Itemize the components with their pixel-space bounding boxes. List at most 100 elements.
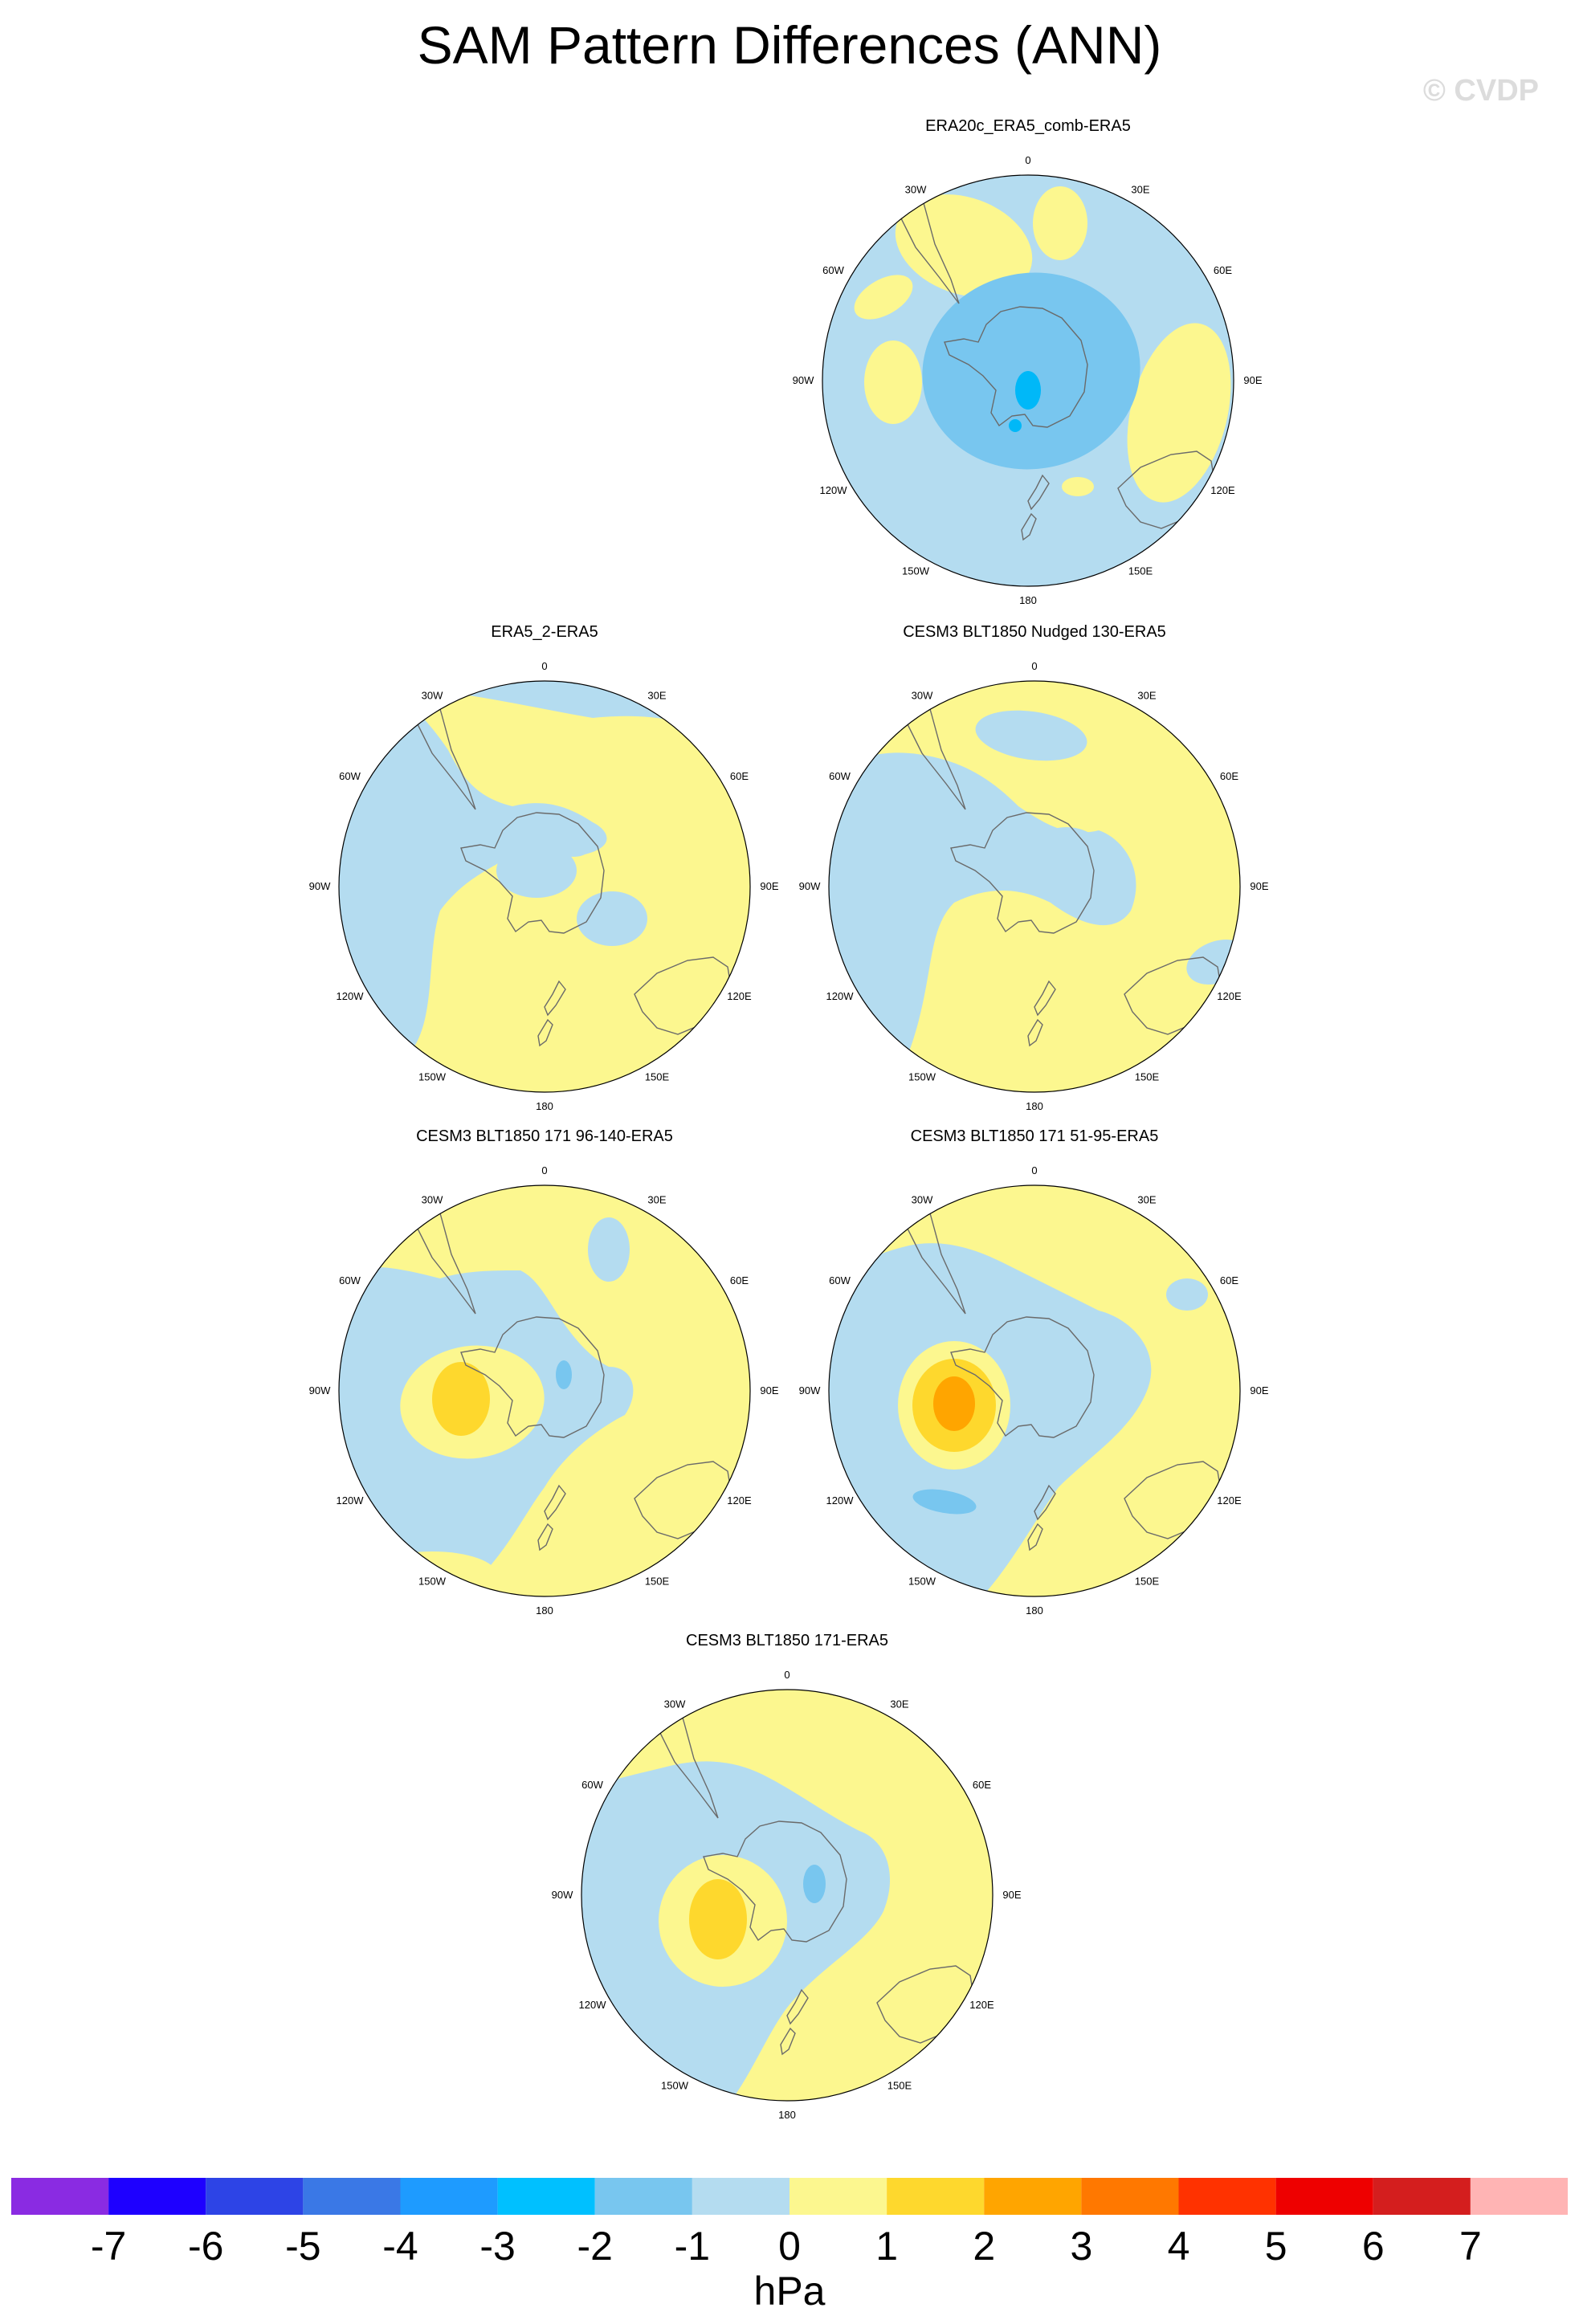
colorbar-tick-label: 7 xyxy=(1459,2224,1482,2269)
longitude-label: 30W xyxy=(664,1698,686,1710)
negative-anomaly-spot xyxy=(556,1360,572,1389)
longitude-label: 150E xyxy=(645,1575,670,1587)
longitude-label: 120E xyxy=(1217,1494,1242,1507)
negative-anomaly-core xyxy=(922,272,1140,470)
positive-anomaly-atlantic xyxy=(895,194,1033,297)
new-zealand-north-outline xyxy=(786,1988,809,2025)
negative-anomaly-center xyxy=(1015,371,1041,410)
longitude-label: 90E xyxy=(760,880,778,892)
longitude-label: 90W xyxy=(552,1889,573,1901)
cvdp-watermark: © CVDP xyxy=(1422,74,1539,108)
longitude-label: 60E xyxy=(730,1274,749,1286)
longitude-label: 120E xyxy=(727,1494,752,1507)
longitude-label: 180 xyxy=(778,2109,796,2121)
positive-anomaly-core xyxy=(689,1879,747,1959)
longitude-label: 150E xyxy=(1135,1575,1160,1587)
panel-title: CESM3 BLT1850 171-ERA5 xyxy=(686,1632,888,1649)
longitude-label: 150W xyxy=(418,1070,447,1082)
longitude-label: 0 xyxy=(1025,154,1030,166)
colorbar-tick-label: 6 xyxy=(1361,2224,1385,2269)
longitude-label: 90W xyxy=(799,880,821,892)
map-border xyxy=(338,1184,751,1597)
new-zealand-north-outline xyxy=(1034,1484,1056,1521)
negative-anomaly-west xyxy=(339,681,607,1063)
longitude-label: 30W xyxy=(905,184,927,196)
panel-title: CESM3 BLT1850 171 51-95-ERA5 xyxy=(910,1127,1159,1145)
colorbar-tick-label: -3 xyxy=(479,2224,516,2269)
longitude-label: 60E xyxy=(973,1779,991,1791)
longitude-label: 150E xyxy=(1128,565,1153,577)
colorbar-swatch xyxy=(206,2178,304,2215)
longitude-label: 120W xyxy=(826,990,855,1002)
positive-anomaly-indian-ocean xyxy=(1127,323,1231,503)
longitude-label: 120W xyxy=(820,484,848,496)
colorbar-swatch xyxy=(1081,2178,1179,2215)
madagascar-outline xyxy=(741,1299,750,1322)
colorbar-swatch xyxy=(400,2178,498,2215)
longitude-label: 90W xyxy=(799,1384,821,1396)
contour-field xyxy=(829,681,1240,1092)
positive-anomaly-patagonia xyxy=(854,275,913,320)
colorbar-swatch xyxy=(11,2178,109,2215)
new-zealand-north-outline xyxy=(1034,980,1056,1017)
longitude-label: 60W xyxy=(822,264,844,276)
longitude-label: 60W xyxy=(829,770,851,782)
positive-anomaly-small xyxy=(1062,477,1094,496)
figure-title: SAM Pattern Differences (ANN) xyxy=(417,15,1162,75)
longitude-label: 120E xyxy=(727,990,752,1002)
positive-anomaly-south xyxy=(368,1551,496,1596)
new-zealand-north-outline xyxy=(544,980,566,1017)
longitude-label: 180 xyxy=(536,1100,553,1112)
colorbar-swatch xyxy=(887,2178,985,2215)
negative-anomaly-east-antarctica xyxy=(1025,827,1108,898)
madagascar-outline xyxy=(1231,1299,1240,1322)
colorbar-swatch xyxy=(692,2178,790,2215)
positive-anomaly-core xyxy=(933,1376,975,1431)
longitude-label: 120E xyxy=(969,1999,994,2011)
longitude-label: 150E xyxy=(887,2079,912,2091)
longitude-label: 0 xyxy=(1031,660,1037,672)
longitude-label: 0 xyxy=(784,1669,790,1681)
map-border xyxy=(828,680,1241,1093)
madagascar-outline xyxy=(1231,795,1240,817)
longitude-label: 60E xyxy=(1220,770,1238,782)
colorbar-swatch xyxy=(1373,2178,1471,2215)
longitude-label: 120E xyxy=(1217,990,1242,1002)
longitude-label: 30E xyxy=(1131,184,1149,196)
new-zealand-south-outline xyxy=(537,1523,553,1551)
longitude-label: 0 xyxy=(541,660,547,672)
longitude-label: 60W xyxy=(829,1274,851,1286)
madagascar-outline xyxy=(741,795,750,817)
colorbar-tick-label: -5 xyxy=(285,2224,321,2269)
longitude-label: 90E xyxy=(1243,374,1262,386)
new-zealand-south-outline xyxy=(1027,1018,1043,1047)
longitude-label: 120W xyxy=(337,1494,365,1507)
longitude-label: 0 xyxy=(1031,1164,1037,1176)
polar-map: 0 30E 60E 90E 120E 150E 180 150W 120W 90W 60W 30W xyxy=(793,154,1263,606)
colorbar-tick-label: 5 xyxy=(1264,2224,1287,2269)
negative-anomaly-north xyxy=(975,710,1087,761)
longitude-label: 90E xyxy=(1250,1384,1268,1396)
colorbar-swatch xyxy=(1470,2178,1568,2215)
colorbar-tick-label: -4 xyxy=(382,2224,418,2269)
colorbar-units: hPa xyxy=(753,2269,826,2314)
negative-anomaly-south-atlantic xyxy=(588,1217,630,1282)
longitude-label: 60E xyxy=(1214,264,1232,276)
negative-anomaly-small xyxy=(1166,1278,1208,1311)
colorbar-tick-label: 4 xyxy=(1167,2224,1190,2269)
map-panel-171-51-95: CESM3 BLT1850 171 51-95-ERA5 0 30E 60E 90E 1… xyxy=(794,1127,1275,1641)
panel-title: ERA20c_ERA5_comb-ERA5 xyxy=(925,117,1131,135)
colorbar-tick-label: 1 xyxy=(875,2224,899,2269)
colorbar-tick-label: 3 xyxy=(1070,2224,1093,2269)
longitude-label: 180 xyxy=(536,1604,553,1617)
longitude-label: 60W xyxy=(339,770,361,782)
polar-map: 0 30E 60E 90E 120E 150E 180 150W 120W 90W 60W 30W xyxy=(799,1164,1269,1617)
colorbar-tick-label: -2 xyxy=(577,2224,613,2269)
longitude-label: 90E xyxy=(760,1384,778,1396)
madagascar-outline xyxy=(1225,289,1234,312)
antarctica-outline xyxy=(460,812,605,934)
longitude-label: 90E xyxy=(1250,880,1268,892)
longitude-label: 30W xyxy=(912,1194,933,1206)
antarctica-outline xyxy=(703,1820,847,1943)
colorbar-swatch xyxy=(984,2178,1082,2215)
